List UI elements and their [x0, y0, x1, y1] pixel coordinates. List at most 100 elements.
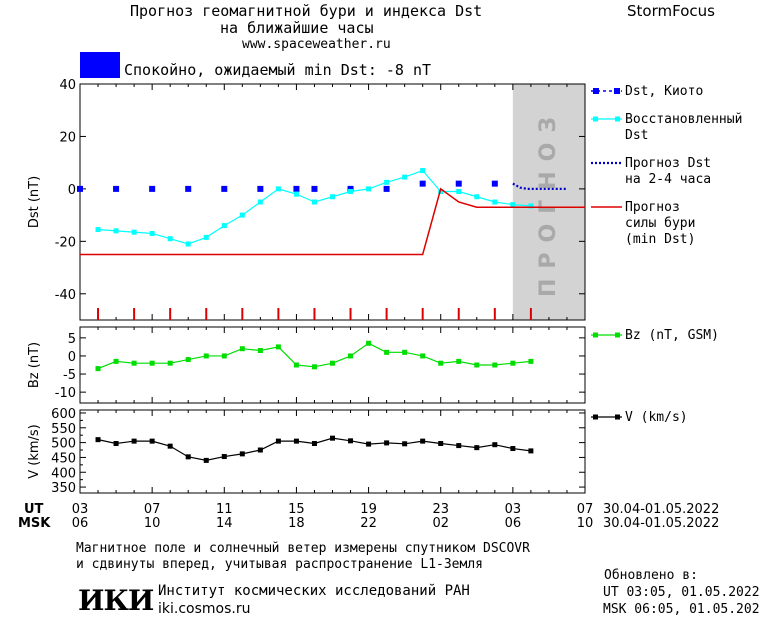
series-dst-1-point	[510, 202, 516, 208]
series-dst-1-point	[420, 168, 426, 174]
series-v-0-point	[203, 457, 209, 463]
series-dst-3-line	[80, 187, 585, 256]
x-tick-label-ut: 07	[144, 502, 161, 517]
ut-date-range: 30.04-01.05.2022	[603, 502, 720, 517]
updated-label: Обновлено в:	[604, 568, 698, 583]
series-v-0-point	[366, 441, 372, 447]
series-bz-0-point	[257, 348, 263, 354]
legend-label: Dst	[625, 128, 648, 143]
status-text: Спокойно, ожидаемый min Dst: -8 nT	[124, 61, 432, 79]
x-tick-label-ut: 03	[505, 502, 522, 517]
series-bz-0-point	[95, 366, 101, 372]
series-bz-0-point	[311, 364, 317, 370]
series-v-0-point	[492, 442, 498, 448]
institute-url[interactable]: iki.cosmos.ru	[158, 601, 251, 617]
series-dst-1-point	[492, 199, 498, 205]
x-tick-label-ut: 19	[360, 502, 377, 517]
series-dst-1-point	[257, 199, 263, 205]
series-dst-0-point	[185, 185, 192, 192]
x-tick-label-msk: 10	[144, 516, 161, 531]
series-dst-0-point	[293, 185, 300, 192]
series-dst-1-point	[330, 194, 335, 200]
series-bz-0-point	[366, 340, 372, 346]
series-v-0-point	[402, 441, 408, 447]
series-bz-0-point	[167, 360, 173, 366]
x-tick-label-ut: 15	[288, 502, 305, 517]
updated-ut: UT 03:05, 01.05.2022	[603, 585, 760, 600]
series-v-0-point	[113, 440, 119, 446]
series-bz-0-point	[474, 362, 480, 368]
series-dst-1-point	[221, 223, 227, 229]
series-v-0-point	[275, 438, 281, 444]
site-url[interactable]: www.spaceweather.ru	[242, 37, 391, 52]
series-dst-1-point	[149, 230, 155, 236]
forecast-band-label: ПРОГНОЗ	[536, 107, 561, 297]
series-dst-1-point	[348, 189, 354, 195]
panel-frame-dst	[79, 83, 586, 321]
series-dst-1-point	[239, 212, 245, 218]
series-bz-0-point	[239, 346, 245, 352]
institute-name: Институт космических исследований РАН	[158, 583, 470, 599]
y-tick-label: 350	[51, 481, 76, 496]
status-indicator	[80, 52, 120, 78]
chart-title-line2: на ближайшие часы	[220, 19, 374, 37]
series-bz-0-point	[185, 357, 191, 363]
legend-swatch-marker	[593, 116, 598, 122]
y-tick-label: 500	[51, 437, 76, 452]
series-bz-0-point	[275, 344, 281, 350]
series-dst-0-point	[77, 185, 83, 192]
x-tick-label-msk: 18	[288, 516, 305, 531]
y-tick-label: 0	[68, 183, 76, 198]
series-dst-0-point	[455, 180, 462, 187]
chart-title-line1: Прогноз геомагнитной бури и индекса Dst	[130, 2, 483, 20]
y-tick-label: -10	[55, 386, 76, 401]
series-v-0-point	[293, 438, 299, 444]
x-tick-label-ut: 11	[216, 502, 233, 517]
brand-label: StormFocus	[627, 2, 715, 20]
legend-label: силы бури	[625, 216, 695, 231]
x-tick-label-msk: 10	[577, 516, 594, 531]
series-bz-0-point	[348, 353, 354, 359]
legend-label: Dst, Киото	[625, 84, 703, 99]
series-bz-0-point	[203, 353, 209, 359]
series-v-0-point	[311, 440, 317, 446]
series-dst-0-point	[113, 185, 120, 192]
series-dst-0-point	[419, 180, 426, 187]
y-tick-label: 5	[68, 332, 76, 347]
msk-axis-label: MSK	[18, 516, 51, 531]
y-tick-label: 0	[68, 350, 76, 365]
footer-note-line2: и сдвинуты вперед, учитывая распростране…	[76, 557, 483, 572]
series-dst-0-point	[221, 185, 228, 192]
x-tick-label-ut: 03	[72, 502, 89, 517]
msk-date-range: 30.04-01.05.2022	[603, 516, 720, 531]
series-bz-0-point	[492, 362, 498, 368]
series-bz-0-point	[402, 349, 408, 355]
forecast-band	[512, 84, 585, 320]
series-dst-1-point	[95, 227, 101, 233]
series-dst-0-point	[311, 185, 318, 192]
panel-frame-v	[79, 409, 586, 494]
series-bz-0-point	[221, 353, 227, 359]
series-v-0-point	[420, 438, 426, 444]
series-v-0-point	[95, 437, 101, 443]
y-tick-label: 20	[59, 130, 76, 145]
series-bz-0-point	[113, 358, 119, 364]
y-tick-label: 600	[51, 407, 76, 422]
series-dst-1-point	[293, 191, 299, 197]
legend-swatch-marker	[593, 332, 598, 338]
series-dst-2-line	[512, 182, 567, 190]
series-bz-0-point	[510, 360, 516, 366]
series-v-0-point	[330, 435, 335, 441]
x-tick-label-ut: 07	[577, 502, 594, 517]
legend-swatch-marker	[615, 332, 620, 338]
y-tick-label: -20	[55, 235, 76, 250]
series-dst-1-line	[97, 169, 531, 245]
y-tick-label: 550	[51, 422, 76, 437]
y-axis-label-dst: Dst (nT)	[27, 176, 42, 228]
series-dst-0-point	[149, 185, 156, 192]
ut-axis-label: UT	[24, 502, 44, 517]
series-dst-1-point	[275, 186, 281, 192]
x-tick-label-msk: 06	[72, 516, 89, 531]
y-tick-label: -40	[55, 288, 76, 303]
legend-label: Прогноз Dst	[625, 156, 711, 171]
